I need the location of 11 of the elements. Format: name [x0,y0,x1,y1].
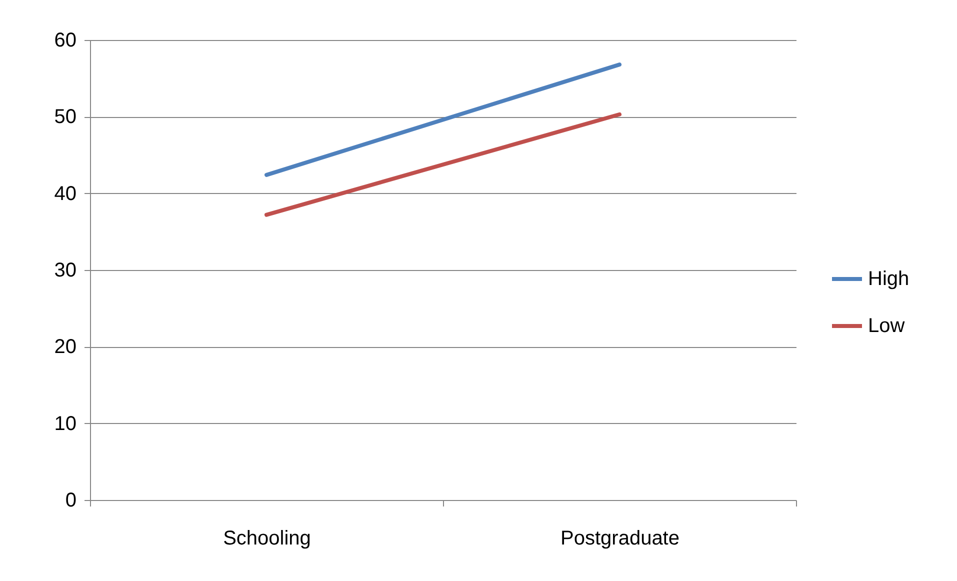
y-tick-label: 30 [54,260,76,282]
y-tick-label: 60 [54,30,76,52]
x-tick-label: Schooling [223,528,311,550]
legend-label: High [868,268,910,290]
y-tick-label: 0 [65,490,76,512]
legend-label: Low [868,315,906,337]
x-tick-label: Postgraduate [560,528,680,550]
y-tick-label: 40 [54,182,76,205]
y-tick-label: 10 [54,412,76,435]
y-tick-label: 50 [54,106,76,128]
y-tick-label: 20 [54,336,76,358]
